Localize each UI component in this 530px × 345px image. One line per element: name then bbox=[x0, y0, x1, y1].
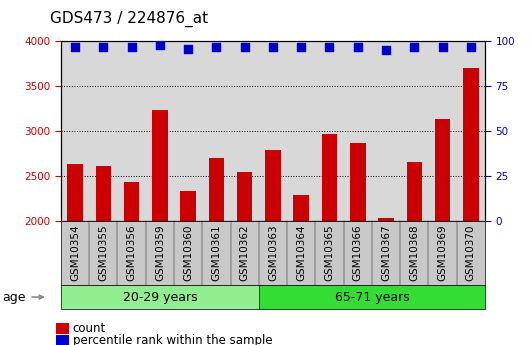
Text: GSM10361: GSM10361 bbox=[211, 224, 222, 281]
Bar bbox=[294, 195, 309, 345]
Point bbox=[127, 44, 136, 50]
Bar bbox=[407, 161, 422, 345]
Bar bbox=[67, 164, 83, 345]
Point bbox=[297, 44, 305, 50]
Text: GSM10368: GSM10368 bbox=[409, 224, 419, 281]
Text: GSM10355: GSM10355 bbox=[99, 224, 108, 281]
Text: GSM10362: GSM10362 bbox=[240, 224, 250, 281]
Text: GSM10370: GSM10370 bbox=[466, 225, 476, 281]
Bar bbox=[95, 166, 111, 345]
Point bbox=[438, 44, 447, 50]
Bar bbox=[378, 218, 394, 345]
Text: percentile rank within the sample: percentile rank within the sample bbox=[73, 334, 272, 345]
Bar bbox=[322, 134, 337, 345]
Point bbox=[466, 44, 475, 50]
Point bbox=[354, 44, 362, 50]
Text: 65-71 years: 65-71 years bbox=[334, 290, 409, 304]
Bar bbox=[209, 158, 224, 345]
Text: GSM10369: GSM10369 bbox=[438, 224, 447, 281]
Point bbox=[269, 44, 277, 50]
Bar bbox=[237, 172, 252, 345]
Point bbox=[410, 44, 419, 50]
Text: GSM10359: GSM10359 bbox=[155, 224, 165, 281]
Text: GSM10354: GSM10354 bbox=[70, 224, 80, 281]
Bar bbox=[435, 119, 450, 345]
Text: age: age bbox=[3, 290, 26, 304]
Text: GSM10356: GSM10356 bbox=[127, 224, 137, 281]
Text: GSM10360: GSM10360 bbox=[183, 225, 193, 281]
Text: GSM10365: GSM10365 bbox=[324, 224, 334, 281]
Point bbox=[184, 46, 192, 51]
Text: GSM10364: GSM10364 bbox=[296, 224, 306, 281]
Text: GSM10363: GSM10363 bbox=[268, 224, 278, 281]
Point bbox=[212, 44, 220, 50]
Point bbox=[382, 48, 390, 53]
Bar bbox=[124, 182, 139, 345]
Bar bbox=[152, 110, 167, 345]
Point bbox=[241, 44, 249, 50]
Point bbox=[99, 44, 108, 50]
Text: 20-29 years: 20-29 years bbox=[122, 290, 197, 304]
Point bbox=[156, 42, 164, 48]
Text: GSM10367: GSM10367 bbox=[381, 224, 391, 281]
Bar bbox=[350, 143, 366, 345]
Text: GDS473 / 224876_at: GDS473 / 224876_at bbox=[50, 10, 208, 27]
Point bbox=[71, 44, 80, 50]
Text: GSM10366: GSM10366 bbox=[353, 224, 363, 281]
Text: count: count bbox=[73, 322, 106, 335]
Point bbox=[325, 44, 334, 50]
Bar bbox=[265, 150, 281, 345]
Bar bbox=[463, 68, 479, 345]
Bar bbox=[180, 191, 196, 345]
